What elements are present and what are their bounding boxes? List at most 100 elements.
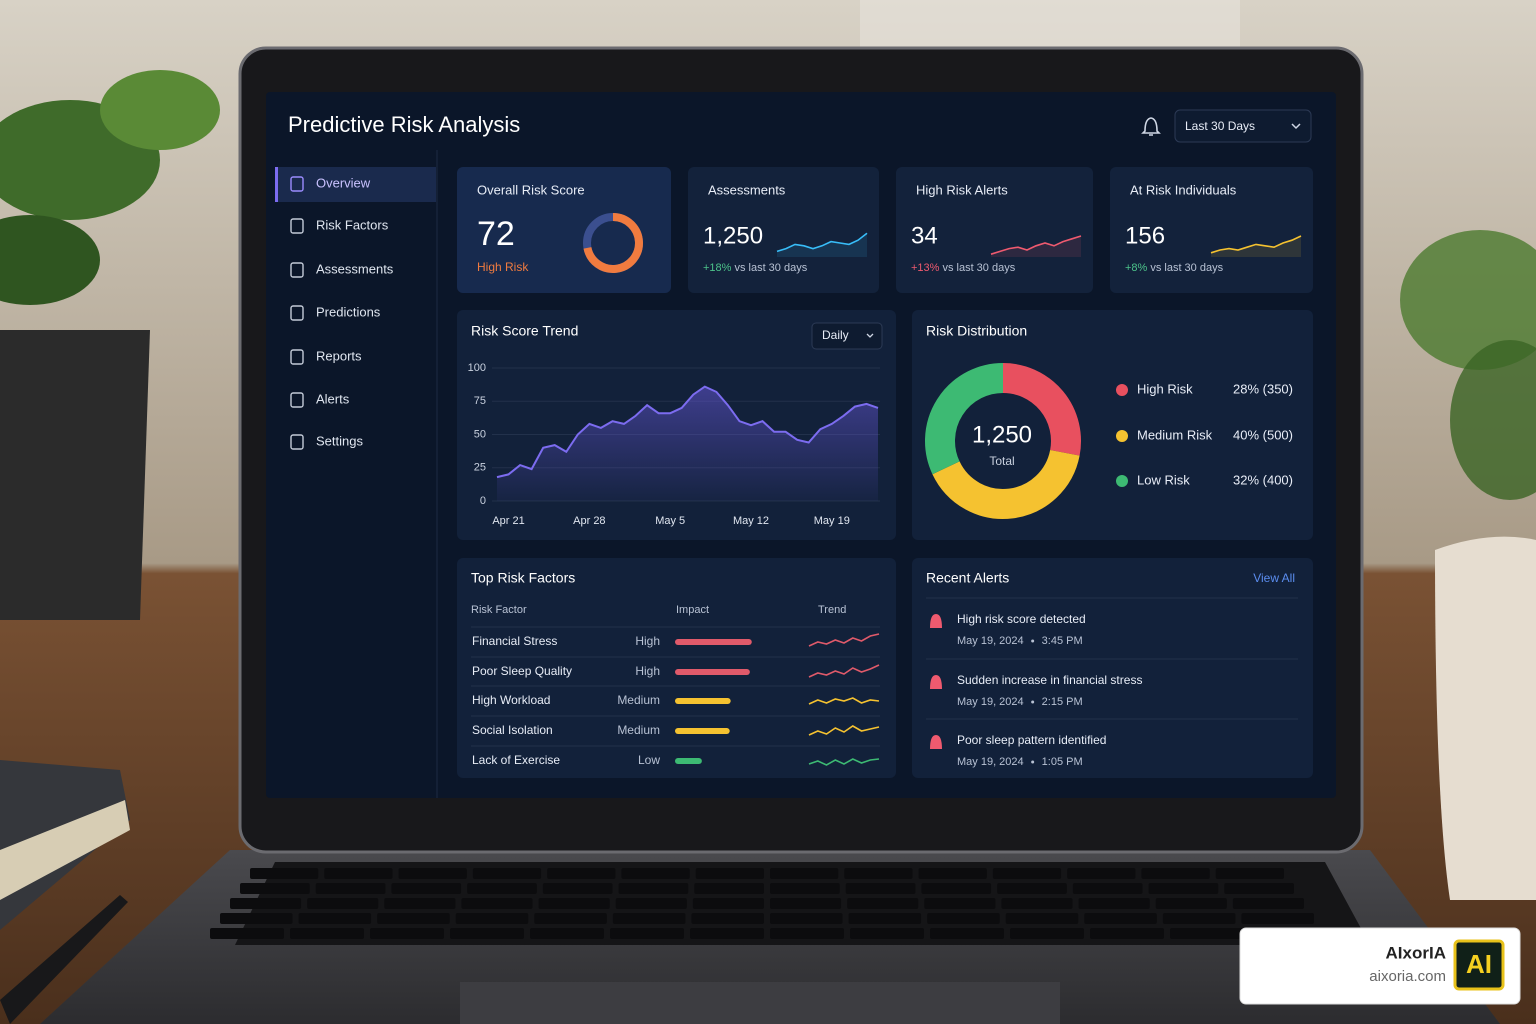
kpi-note: vs last 30 days bbox=[734, 262, 807, 274]
chevron bbox=[1291, 123, 1301, 130]
kpi-label: High Risk Alerts bbox=[916, 182, 1008, 197]
kpi-note: vs last 30 days bbox=[1150, 262, 1223, 274]
key bbox=[1232, 898, 1304, 909]
key bbox=[450, 928, 524, 939]
nav-icon bbox=[290, 218, 304, 234]
legend-dot bbox=[1116, 475, 1128, 487]
panel-title: Top Risk Factors bbox=[471, 570, 575, 586]
panel-title: Recent Alerts bbox=[926, 570, 1009, 586]
factor-level: Medium bbox=[617, 723, 660, 737]
key bbox=[695, 868, 764, 879]
nav-icon bbox=[290, 176, 304, 192]
kpi-change: +8% bbox=[1125, 262, 1148, 274]
key bbox=[467, 883, 537, 894]
donut-segment bbox=[932, 449, 1080, 519]
alert-date: May 19, 2024 bbox=[957, 756, 1024, 768]
key bbox=[770, 913, 843, 924]
nav-icon bbox=[290, 434, 304, 450]
panel-title: Risk Score Trend bbox=[471, 323, 578, 339]
interval-label: Daily bbox=[822, 328, 849, 342]
alert-text: Poor sleep pattern identified bbox=[957, 733, 1106, 747]
y-tick-label: 50 bbox=[474, 428, 486, 440]
view-all-link[interactable]: View All bbox=[1253, 571, 1295, 585]
trend-area bbox=[497, 386, 878, 501]
alert-text: High risk score detected bbox=[957, 612, 1086, 626]
key bbox=[691, 913, 764, 924]
legend-label: Medium Risk bbox=[1137, 427, 1213, 442]
key bbox=[612, 913, 686, 924]
key bbox=[1001, 898, 1073, 909]
alert-time: 3:45 PM bbox=[1042, 635, 1083, 647]
nav-icon bbox=[290, 305, 304, 321]
factor-name: Social Isolation bbox=[472, 723, 553, 737]
factor-name: Lack of Exercise bbox=[472, 753, 560, 767]
key bbox=[770, 868, 839, 879]
y-tick-label: 75 bbox=[474, 395, 486, 407]
factor-level: High bbox=[635, 664, 660, 678]
column-header: Impact bbox=[676, 604, 709, 616]
key bbox=[918, 868, 987, 879]
key bbox=[210, 928, 284, 939]
key bbox=[461, 898, 533, 909]
key bbox=[384, 898, 456, 909]
bullet bbox=[1031, 760, 1035, 764]
key bbox=[1078, 898, 1150, 909]
y-tick-label: 0 bbox=[480, 495, 486, 507]
x-tick-label: Apr 28 bbox=[573, 515, 605, 527]
period-dropdown[interactable] bbox=[1174, 109, 1312, 143]
key bbox=[770, 883, 840, 894]
y-tick-label: 25 bbox=[474, 462, 486, 474]
kpi-status: High Risk bbox=[477, 260, 529, 274]
kpi-value: 72 bbox=[477, 215, 515, 253]
nav-item[interactable]: Assessments bbox=[316, 261, 394, 276]
key bbox=[692, 898, 764, 909]
nav-item[interactable]: Reports bbox=[316, 348, 362, 363]
key bbox=[618, 883, 689, 894]
legend-dot bbox=[1116, 384, 1128, 396]
alert-text: Sudden increase in financial stress bbox=[957, 673, 1142, 687]
alert-icon bbox=[930, 735, 942, 749]
key bbox=[530, 928, 604, 939]
key bbox=[770, 898, 842, 909]
sparkline bbox=[990, 235, 1082, 255]
kpi-card bbox=[1110, 167, 1313, 293]
sparkline bbox=[1210, 235, 1302, 254]
kpi-note: vs last 30 days bbox=[942, 262, 1015, 274]
alert-date: May 19, 2024 bbox=[957, 635, 1024, 647]
nav-item[interactable]: Alerts bbox=[316, 391, 350, 406]
key bbox=[921, 883, 992, 894]
legend-dot bbox=[1116, 430, 1128, 442]
nav-item[interactable]: Predictions bbox=[316, 304, 381, 319]
page-title: Predictive Risk Analysis bbox=[288, 112, 520, 137]
bullet bbox=[1031, 639, 1035, 643]
key bbox=[1010, 928, 1084, 939]
column-header: Trend bbox=[818, 604, 846, 616]
nav-item[interactable]: Overview bbox=[316, 175, 371, 190]
alert-date: May 19, 2024 bbox=[957, 696, 1024, 708]
key bbox=[472, 868, 542, 879]
panel-title: Risk Distribution bbox=[926, 323, 1027, 339]
nav-icon bbox=[290, 262, 304, 278]
badge bbox=[1239, 927, 1521, 1005]
factor-name: Poor Sleep Quality bbox=[472, 664, 572, 678]
key bbox=[377, 913, 450, 924]
sparkline bbox=[808, 633, 880, 647]
nav-item[interactable]: Risk Factors bbox=[316, 217, 389, 232]
key bbox=[324, 868, 393, 879]
donut-center-label: Total bbox=[989, 454, 1014, 468]
sparkline bbox=[808, 725, 880, 736]
key bbox=[690, 928, 764, 939]
factor-level: High bbox=[635, 634, 660, 648]
nav-icon bbox=[290, 392, 304, 408]
alert-icon bbox=[930, 614, 942, 628]
interval-dropdown[interactable] bbox=[811, 322, 883, 350]
nav-item[interactable]: Settings bbox=[316, 433, 363, 448]
bell-icon[interactable] bbox=[1141, 117, 1161, 136]
legend-label: High Risk bbox=[1137, 381, 1193, 396]
key bbox=[1072, 883, 1143, 894]
badge-site: aixoria.com bbox=[1369, 968, 1446, 985]
sparkline-area bbox=[777, 233, 867, 257]
key bbox=[240, 883, 310, 894]
key bbox=[370, 928, 444, 939]
